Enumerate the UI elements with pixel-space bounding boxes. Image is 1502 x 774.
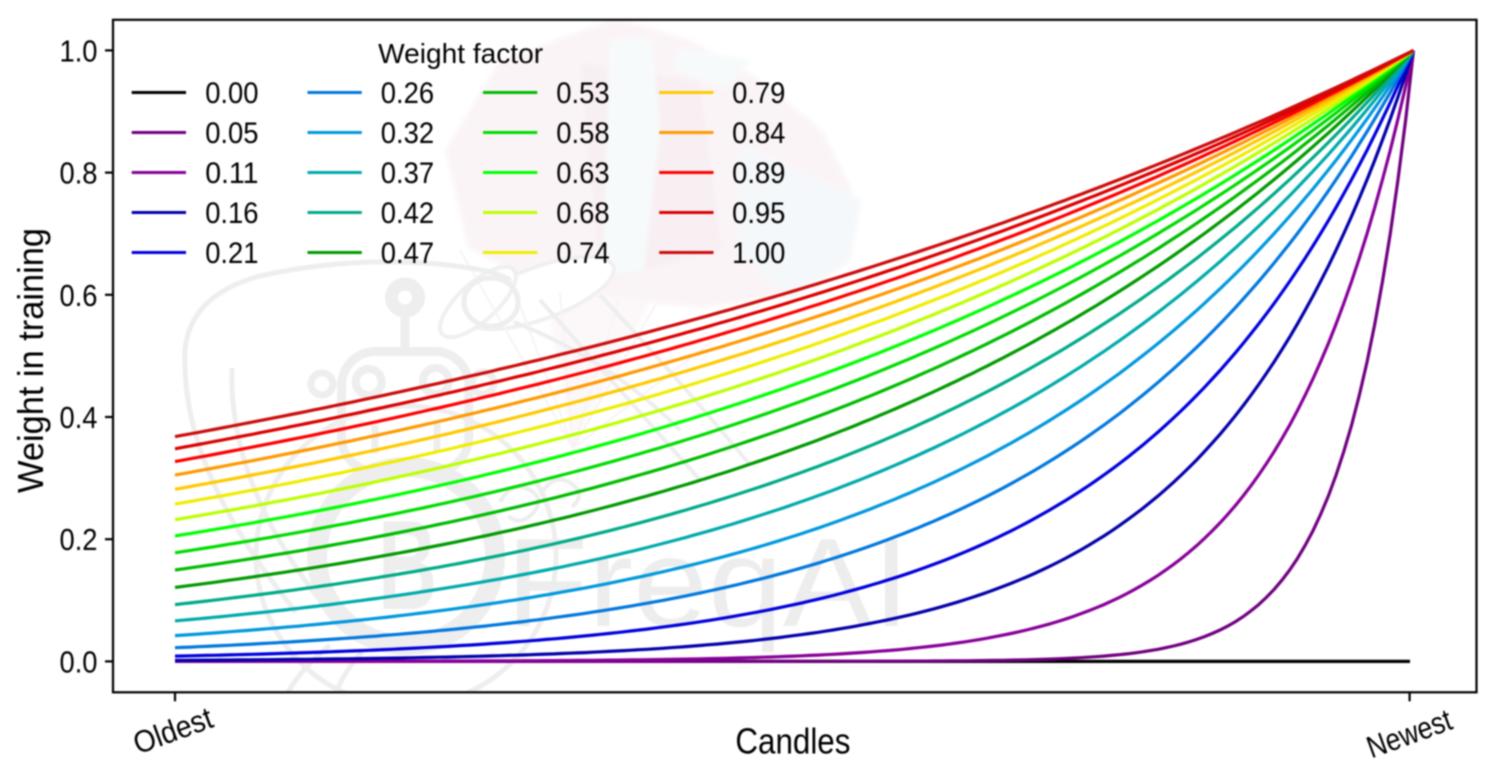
svg-text:0.0: 0.0 xyxy=(60,644,98,679)
svg-text:0.2: 0.2 xyxy=(60,522,98,557)
svg-text:0.63: 0.63 xyxy=(556,157,609,190)
svg-text:0.79: 0.79 xyxy=(732,77,785,110)
svg-text:0.26: 0.26 xyxy=(381,77,434,110)
svg-text:0.4: 0.4 xyxy=(60,400,98,435)
svg-text:0.00: 0.00 xyxy=(205,77,258,110)
svg-text:0.05: 0.05 xyxy=(205,117,258,150)
svg-text:0.6: 0.6 xyxy=(60,278,98,313)
svg-text:0.21: 0.21 xyxy=(205,237,258,270)
svg-text:0.58: 0.58 xyxy=(556,117,609,150)
svg-text:Candles: Candles xyxy=(735,721,850,762)
svg-text:0.68: 0.68 xyxy=(556,197,609,230)
svg-text:Weight in training: Weight in training xyxy=(10,228,51,493)
svg-text:0.47: 0.47 xyxy=(381,237,434,270)
svg-text:0.95: 0.95 xyxy=(732,197,785,230)
svg-text:1.0: 1.0 xyxy=(60,33,98,68)
svg-text:FreqAI: FreqAI xyxy=(506,512,910,653)
svg-text:0.74: 0.74 xyxy=(556,237,609,270)
svg-text:0.89: 0.89 xyxy=(732,157,785,190)
svg-text:0.16: 0.16 xyxy=(205,197,258,230)
svg-text:0.84: 0.84 xyxy=(732,117,785,150)
svg-text:0.32: 0.32 xyxy=(381,117,434,150)
svg-text:1.00: 1.00 xyxy=(732,237,785,270)
svg-text:0.11: 0.11 xyxy=(205,157,258,190)
svg-text:0.8: 0.8 xyxy=(60,156,98,191)
svg-text:0.42: 0.42 xyxy=(381,197,434,230)
svg-text:Weight factor: Weight factor xyxy=(378,37,543,69)
svg-text:0.37: 0.37 xyxy=(381,157,434,190)
svg-text:0.53: 0.53 xyxy=(556,77,609,110)
